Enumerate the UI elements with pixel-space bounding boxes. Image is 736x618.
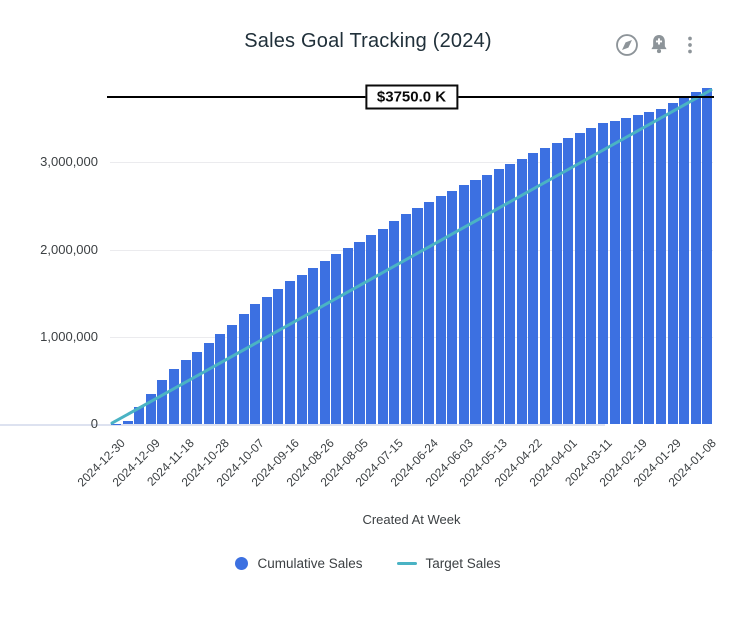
compass-icon bbox=[614, 32, 640, 58]
bell-plus-icon bbox=[646, 32, 672, 58]
bar[interactable] bbox=[308, 267, 319, 424]
bar[interactable] bbox=[192, 351, 203, 424]
bar[interactable] bbox=[366, 234, 377, 424]
bar[interactable] bbox=[516, 158, 527, 424]
bar[interactable] bbox=[632, 115, 643, 424]
legend-item-target-sales[interactable]: Target Sales bbox=[396, 556, 501, 571]
legend-label: Target Sales bbox=[425, 556, 501, 571]
bar[interactable] bbox=[284, 281, 295, 424]
plot-area[interactable] bbox=[110, 84, 713, 425]
goal-annotation: $3750.0 K bbox=[364, 84, 459, 110]
legend-line-marker bbox=[396, 561, 417, 566]
bar[interactable] bbox=[424, 202, 435, 424]
bar[interactable] bbox=[145, 394, 156, 424]
bar[interactable] bbox=[250, 304, 261, 424]
bar[interactable] bbox=[134, 407, 145, 424]
bar[interactable] bbox=[679, 97, 690, 424]
x-axis-title: Created At Week bbox=[362, 512, 461, 527]
y-axis-tick-label: 2,000,000 bbox=[40, 241, 98, 257]
legend: Cumulative Sales Target Sales bbox=[0, 556, 736, 571]
bar[interactable] bbox=[122, 420, 133, 424]
bar[interactable] bbox=[400, 213, 411, 424]
bar[interactable] bbox=[644, 112, 655, 424]
y-axis-tick-label: 1,000,000 bbox=[40, 328, 98, 344]
bar[interactable] bbox=[609, 120, 620, 424]
bar[interactable] bbox=[470, 179, 481, 424]
bar[interactable] bbox=[551, 142, 562, 424]
bar[interactable] bbox=[597, 123, 609, 424]
bar[interactable] bbox=[655, 108, 666, 424]
legend-circle-marker bbox=[235, 557, 249, 570]
bar[interactable] bbox=[157, 380, 168, 424]
bar[interactable] bbox=[215, 333, 226, 424]
bar[interactable] bbox=[574, 132, 585, 424]
chart-title: Sales Goal Tracking (2024) bbox=[244, 30, 492, 52]
kebab-menu-icon bbox=[682, 32, 698, 58]
bar[interactable] bbox=[447, 190, 458, 424]
bar[interactable] bbox=[342, 247, 353, 424]
notifications-button[interactable] bbox=[646, 32, 672, 58]
gridline bbox=[110, 162, 713, 164]
x-axis-line bbox=[0, 424, 605, 426]
bar[interactable] bbox=[690, 92, 701, 424]
target-sales-line bbox=[110, 88, 713, 425]
gridline bbox=[110, 249, 713, 251]
bar[interactable] bbox=[168, 368, 180, 424]
bar[interactable] bbox=[412, 207, 423, 424]
legend-label: Cumulative Sales bbox=[257, 556, 363, 571]
bar[interactable] bbox=[435, 196, 446, 424]
overflow-menu-button[interactable] bbox=[682, 32, 698, 58]
y-axis-tick-label: 0 bbox=[90, 416, 98, 431]
bar[interactable] bbox=[296, 274, 307, 424]
bar[interactable] bbox=[539, 148, 551, 424]
bar[interactable] bbox=[667, 103, 678, 424]
bar-series-cumulative-sales bbox=[110, 84, 713, 424]
bar[interactable] bbox=[203, 342, 214, 424]
y-axis-tick-label: 3,000,000 bbox=[40, 154, 98, 170]
gridline bbox=[110, 336, 713, 338]
bar[interactable] bbox=[702, 87, 713, 424]
bar[interactable] bbox=[377, 228, 388, 424]
bar[interactable] bbox=[586, 128, 597, 424]
bar[interactable] bbox=[563, 137, 574, 424]
bar[interactable] bbox=[621, 118, 632, 424]
bar[interactable] bbox=[226, 325, 238, 424]
bar[interactable] bbox=[458, 185, 469, 424]
bar[interactable] bbox=[180, 359, 191, 424]
bar[interactable] bbox=[331, 254, 342, 424]
bar[interactable] bbox=[482, 174, 493, 424]
bar[interactable] bbox=[528, 153, 539, 424]
bar[interactable] bbox=[505, 163, 516, 424]
bar[interactable] bbox=[354, 241, 365, 424]
legend-item-cumulative-sales[interactable]: Cumulative Sales bbox=[235, 556, 363, 571]
bar[interactable] bbox=[273, 289, 284, 424]
bar[interactable] bbox=[319, 260, 330, 424]
bar[interactable] bbox=[493, 169, 504, 424]
bar[interactable] bbox=[261, 296, 272, 424]
bar[interactable] bbox=[389, 220, 400, 424]
bar[interactable] bbox=[238, 314, 249, 424]
compass-button[interactable] bbox=[614, 32, 640, 58]
